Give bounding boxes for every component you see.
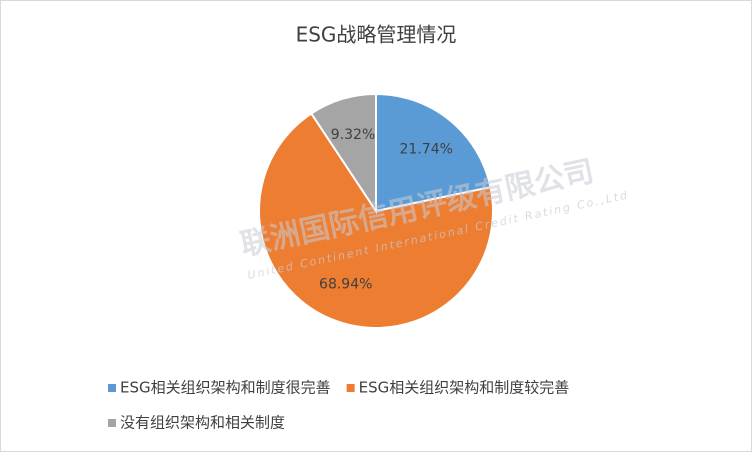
legend-swatch xyxy=(108,384,116,392)
value-label: 9.32% xyxy=(331,127,375,143)
pie-slice xyxy=(258,112,494,329)
legend: ESG相关组织架构和制度很完善 ESG相关组织架构和制度较完善没有组织架构和相关制… xyxy=(108,379,569,432)
legend-swatch xyxy=(108,419,116,427)
pie-slice xyxy=(309,92,377,215)
value-labels: 21.74% 68.94% 9.32% xyxy=(319,127,453,293)
pie-slice xyxy=(375,92,492,213)
legend-label: ESG相关组织架构和制度很完善 xyxy=(120,379,331,397)
pie xyxy=(258,92,494,329)
value-label: 21.74% xyxy=(400,141,453,157)
chart-title: ESG战略管理情况 xyxy=(296,23,457,47)
legend-label: ESG相关组织架构和制度较完善 xyxy=(359,379,570,397)
legend-label: 没有组织架构和相关制度 xyxy=(120,414,285,432)
value-label: 68.94% xyxy=(319,277,372,293)
legend-swatch xyxy=(346,384,355,392)
